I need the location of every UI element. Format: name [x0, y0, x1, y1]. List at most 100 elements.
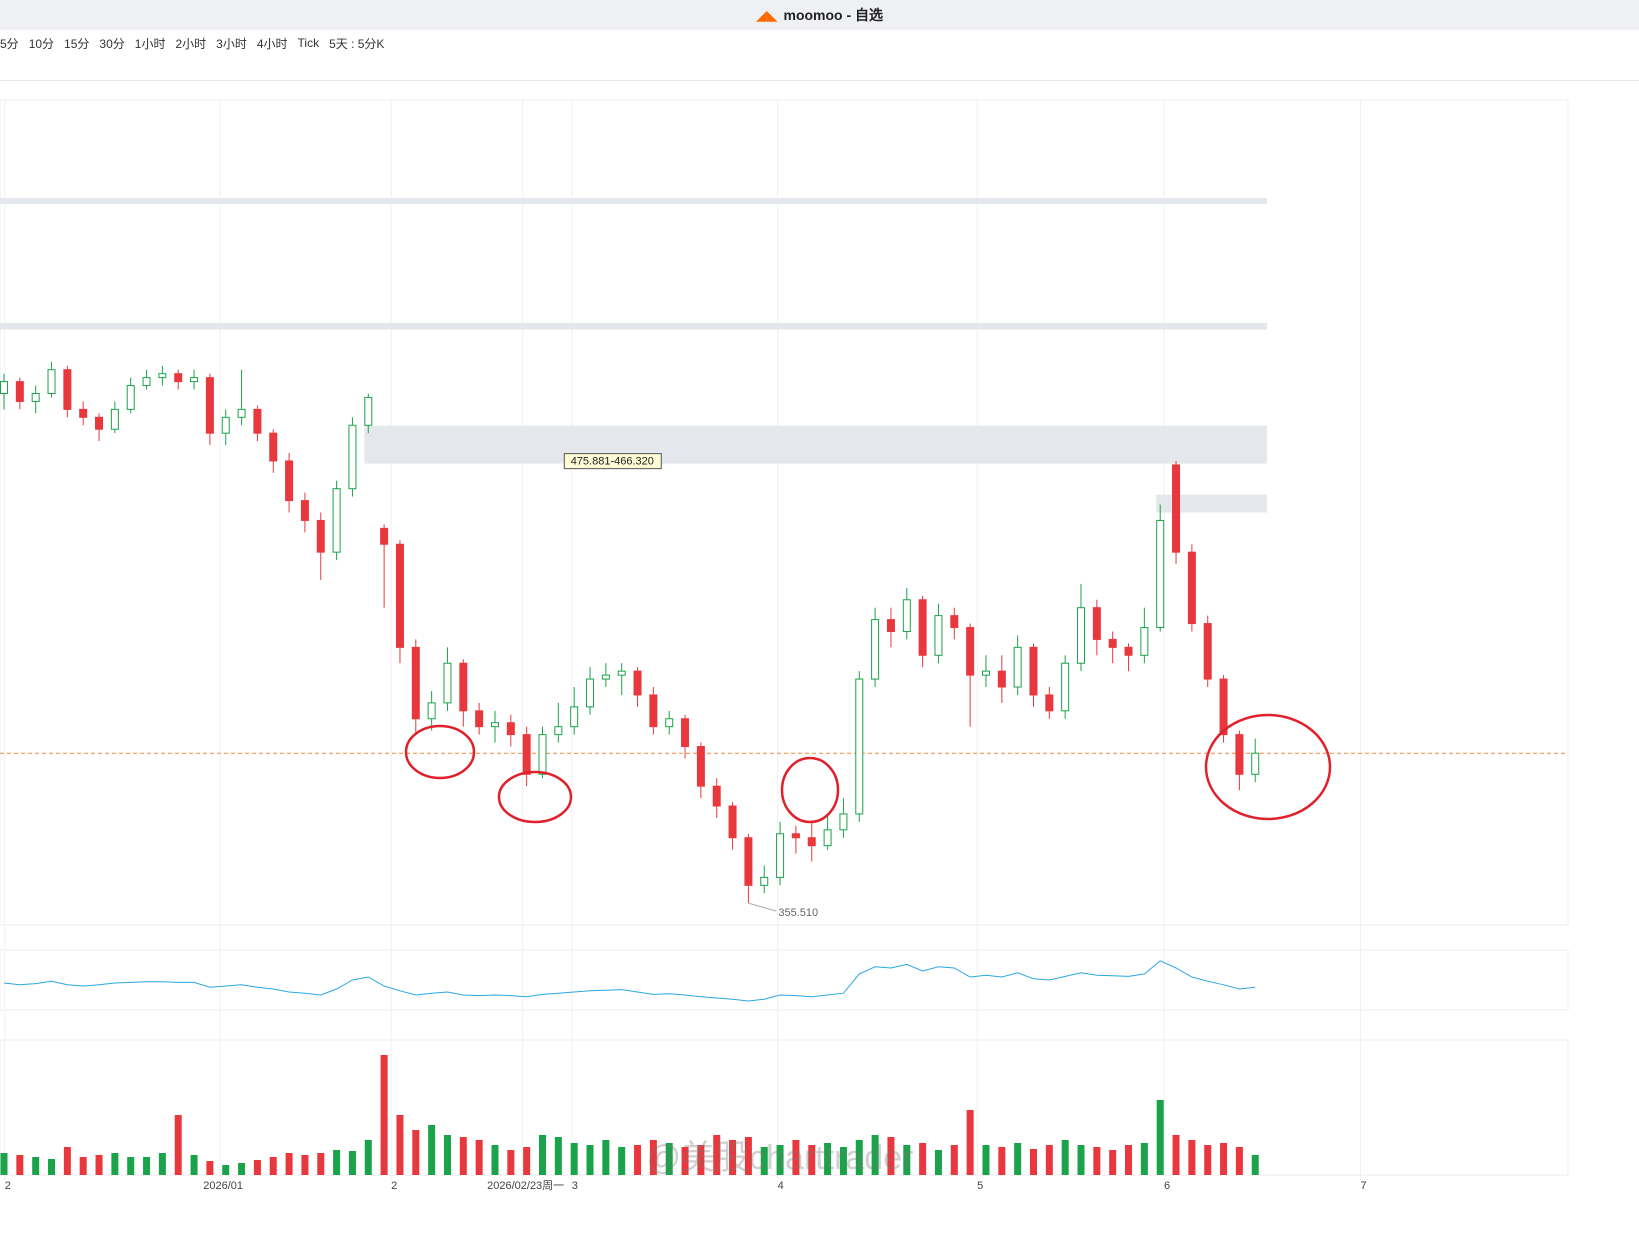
volume-bar — [713, 1135, 721, 1175]
candle-body — [63, 369, 72, 410]
volume-bar — [158, 1153, 166, 1175]
volume-bar — [253, 1160, 261, 1175]
volume-bar — [333, 1150, 341, 1175]
candle-body — [1061, 662, 1070, 712]
candle-body — [871, 619, 880, 680]
volume-bar — [507, 1150, 515, 1175]
pane — [0, 949, 1569, 1011]
candle-body — [142, 377, 151, 387]
candle-body — [649, 694, 658, 728]
candle-body — [1140, 627, 1149, 656]
interval-button[interactable]: 2小时 — [175, 36, 207, 51]
volume-bar — [634, 1145, 642, 1175]
candle-body — [997, 670, 1006, 688]
volume-bar — [459, 1137, 467, 1175]
volume-bar — [443, 1135, 451, 1175]
interval-button[interactable]: 10分 — [28, 36, 55, 51]
interval-toolbar: 5分 10分 15分 30分 1小时 2小时 3小时 4小时 Tick 5天 : 5分K — [0, 32, 384, 54]
volume-bar — [919, 1143, 927, 1175]
x-tick-label: 5 — [977, 1180, 983, 1192]
candle-body — [332, 488, 341, 553]
volume-bar — [412, 1130, 420, 1175]
candle-body — [253, 408, 262, 434]
candle-body — [1092, 607, 1101, 640]
interval-button[interactable]: 3小时 — [216, 36, 247, 51]
candle-body — [966, 627, 975, 676]
volume-bar — [1014, 1143, 1022, 1175]
candle-body — [1172, 464, 1181, 553]
interval-button[interactable]: 5分 — [0, 36, 19, 51]
zone-label-box — [563, 453, 662, 470]
candle-body — [1124, 646, 1133, 656]
x-tick-label: 2026/01 — [203, 1180, 243, 1192]
volume-bar — [776, 1145, 784, 1175]
hand-circle — [497, 770, 573, 824]
title-bar: ◢◣ moomoo - 自选 — [0, 0, 1639, 30]
volume-bar — [934, 1150, 942, 1175]
volume-bar — [127, 1157, 135, 1175]
candle-body — [380, 527, 389, 545]
indicator-line — [3, 960, 1256, 1002]
volume-bar — [1125, 1145, 1133, 1175]
candle-body — [1108, 638, 1117, 648]
volume-bar — [1061, 1140, 1069, 1175]
x-tick-label: 4 — [778, 1180, 784, 1192]
volume-bar — [317, 1153, 325, 1175]
candle-body — [570, 706, 579, 728]
candle-body — [221, 416, 230, 434]
candle-body — [1013, 646, 1022, 688]
low-label: 355.510 — [778, 907, 818, 919]
volume-bar — [1235, 1147, 1243, 1175]
volume-bar — [174, 1115, 182, 1175]
candle-body — [855, 678, 864, 815]
volume-bar — [808, 1145, 816, 1175]
hand-circle — [404, 724, 476, 780]
candle-body — [1045, 694, 1054, 712]
candle-body — [981, 670, 990, 676]
volume-bar — [1156, 1100, 1164, 1175]
volume-bar — [1251, 1155, 1259, 1175]
candle-body — [79, 408, 88, 418]
window-title: moomoo - 自选 — [783, 7, 884, 23]
volume-bar — [348, 1151, 356, 1175]
candle-body — [174, 373, 183, 383]
candle-body — [538, 734, 547, 775]
interval-button[interactable]: 4小时 — [256, 36, 288, 51]
volume-bar — [238, 1163, 246, 1175]
candle-body — [601, 674, 610, 680]
volume-bar — [697, 1145, 705, 1175]
candle-body — [95, 416, 104, 430]
candle-body — [364, 396, 373, 426]
volume-bar — [903, 1145, 911, 1175]
interval-button[interactable]: 15分 — [64, 36, 90, 51]
x-tick-label: 3 — [572, 1180, 578, 1192]
candle-body — [886, 619, 895, 632]
candle-body — [918, 599, 927, 656]
candle-body — [1219, 678, 1228, 736]
volume-bar — [649, 1140, 657, 1175]
pane — [0, 99, 1569, 926]
volume-bar — [887, 1137, 895, 1175]
candle-body — [554, 726, 563, 736]
candle-body — [110, 408, 119, 430]
candle-body — [934, 615, 943, 656]
volume-bar — [396, 1115, 404, 1175]
interval-button[interactable]: Tick — [297, 36, 320, 50]
volume-bar — [0, 1153, 8, 1175]
candle-body — [348, 424, 357, 490]
interval-button[interactable]: 5天 : 5分K — [329, 36, 385, 51]
candle-body — [158, 373, 167, 379]
volume-bar — [269, 1157, 277, 1175]
volume-bar — [1029, 1149, 1037, 1175]
volume-bar — [301, 1155, 309, 1175]
volume-bar — [1204, 1145, 1212, 1175]
interval-button[interactable]: 30分 — [99, 36, 125, 51]
interval-button[interactable]: 1小时 — [134, 36, 166, 51]
volume-bar — [729, 1140, 737, 1175]
candle-body — [1156, 519, 1165, 629]
volume-bar — [523, 1147, 531, 1175]
candle-body — [443, 662, 452, 704]
candle-body — [839, 813, 848, 831]
x-tick-label: 6 — [1164, 1180, 1170, 1192]
